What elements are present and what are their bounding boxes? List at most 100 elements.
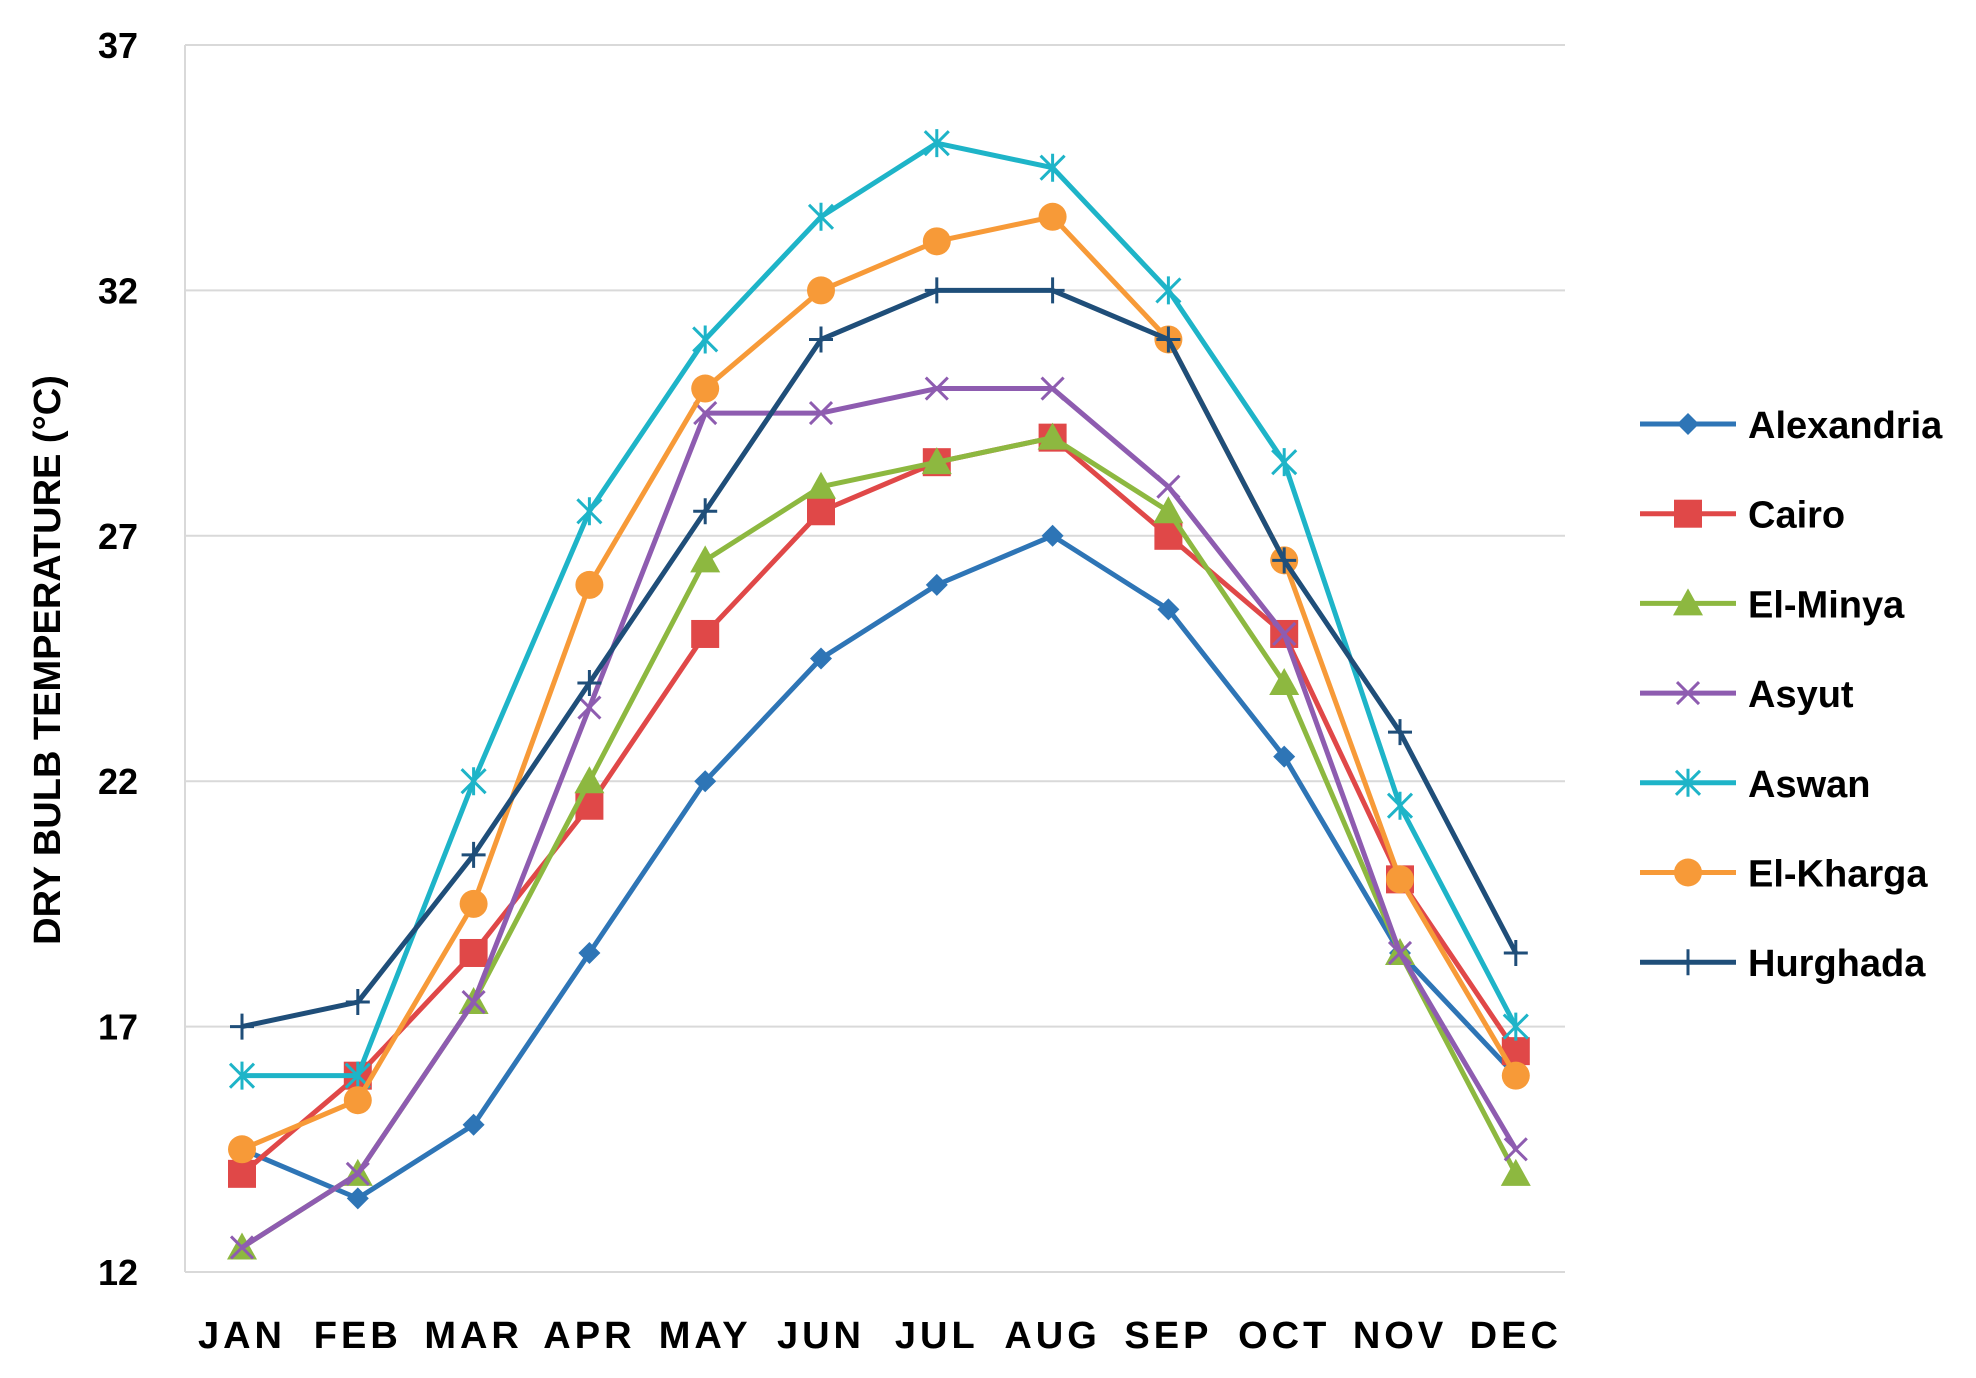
series-hurghada (230, 277, 1528, 1040)
point-hurghada-aug (1040, 277, 1065, 304)
point-hurghada-nov (1388, 719, 1412, 746)
x-tick-label-feb: FEB (314, 1315, 402, 1357)
point-asyut-nov (1387, 940, 1413, 966)
legend-marker-asyut (1675, 681, 1701, 706)
x-axis-tick-labels: JAN FEB MAR APR MAY JUN JUL AUG SEP OCT NOV DEC (198, 1315, 1562, 1357)
series-asyut (229, 376, 1528, 1260)
point-el-minya-jul (921, 447, 952, 475)
point-el-kharga-jan (228, 1135, 256, 1164)
point-el-kharga-may (691, 374, 720, 403)
legend: Alexandria Cairo El-Minya Asyut Aswan El-Khar… (1640, 405, 1943, 985)
line-el-minya (240, 435, 1519, 1250)
legend-marker-cairo (1674, 499, 1702, 528)
legend-marker-aswan (1674, 768, 1702, 797)
point-el-minya-aug (1037, 422, 1068, 450)
x-tick-label-mar: MAR (424, 1315, 523, 1357)
line-alexandria (241, 533, 1518, 1201)
point-el-kharga-dec (1501, 1061, 1530, 1090)
point-alexandria-may (694, 770, 717, 793)
x-tick-label-aug: AUG (1004, 1315, 1100, 1357)
gridlines (185, 44, 1565, 1273)
point-hurghada-jan (230, 1013, 254, 1040)
point-cairo-may (691, 619, 720, 648)
x-tick-label-dec: DEC (1470, 1315, 1562, 1357)
legend-label-el-minya: El-Minya (1748, 584, 1905, 626)
point-asyut-feb (345, 1161, 370, 1186)
line-aswan (242, 140, 1519, 1079)
point-hurghada-jul (924, 277, 949, 304)
point-aswan-dec (1502, 1012, 1529, 1041)
point-aswan-jan (228, 1061, 256, 1090)
point-alexandria-jul (925, 573, 948, 596)
legend-item-asyut: Asyut (1640, 674, 1854, 716)
y-tick-label-22: 22 (98, 761, 138, 802)
point-hurghada-mar (461, 841, 486, 868)
y-axis-title: DRY BULB TEMPERATURE (°C) (27, 375, 69, 945)
point-hurghada-jun (809, 326, 833, 353)
point-el-minya-oct (1269, 668, 1300, 696)
point-aswan-mar (460, 767, 487, 796)
point-aswan-aug (1039, 153, 1066, 182)
point-alexandria-apr (578, 941, 601, 964)
series-lines (227, 129, 1531, 1260)
point-el-kharga-feb (343, 1086, 372, 1115)
line-asyut (240, 386, 1518, 1250)
legend-label-aswan: Aswan (1748, 764, 1870, 806)
point-alexandria-sep (1157, 598, 1180, 621)
point-alexandria-aug (1041, 524, 1064, 547)
x-tick-label-may: MAY (659, 1315, 752, 1357)
point-asyut-oct (1272, 621, 1297, 647)
point-asyut-mar (461, 989, 486, 1015)
x-tick-label-jul: JUL (895, 1315, 979, 1357)
y-tick-label-17: 17 (98, 1007, 138, 1048)
point-asyut-jun (808, 401, 834, 426)
line-cairo (240, 435, 1518, 1176)
line-hurghada (241, 287, 1519, 1030)
legend-item-hurghada: Hurghada (1640, 943, 1926, 985)
series-alexandria (231, 524, 1527, 1210)
point-el-kharga-jul (922, 227, 951, 256)
line-el-kharga (241, 214, 1518, 1152)
point-hurghada-oct (1272, 547, 1297, 574)
legend-label-el-kharga: El-Kharga (1748, 854, 1928, 896)
point-alexandria-feb (346, 1187, 369, 1210)
point-aswan-jun (807, 202, 835, 231)
legend-marker-el-minya (1673, 588, 1703, 616)
series-aswan (228, 129, 1529, 1090)
x-tick-label-oct: OCT (1238, 1315, 1330, 1357)
x-tick-label-sep: SEP (1124, 1315, 1212, 1357)
legend-item-el-kharga: El-Kharga (1640, 854, 1928, 896)
point-hurghada-feb (345, 989, 370, 1016)
point-aswan-nov (1386, 791, 1414, 820)
point-alexandria-jun (810, 647, 832, 670)
y-axis-tick-labels: 12 17 22 27 32 37 (98, 25, 138, 1293)
point-el-minya-jun (806, 471, 836, 499)
point-asyut-apr (577, 695, 602, 720)
point-aswan-sep (1155, 276, 1182, 305)
point-el-kharga-jun (807, 276, 835, 305)
y-tick-label-32: 32 (98, 270, 138, 311)
y-tick-label-37: 37 (98, 25, 138, 66)
legend-marker-hurghada (1676, 949, 1700, 976)
point-hurghada-dec (1503, 939, 1528, 966)
series-el-kharga (228, 202, 1530, 1164)
legend-label-cairo: Cairo (1748, 495, 1845, 537)
point-asyut-jul (924, 376, 949, 401)
point-asyut-jan (229, 1235, 255, 1260)
x-tick-label-apr: APR (543, 1315, 635, 1357)
legend-item-alexandria: Alexandria (1640, 405, 1943, 447)
legend-item-aswan: Aswan (1640, 764, 1870, 806)
point-hurghada-sep (1156, 326, 1181, 353)
point-cairo-jun (807, 497, 835, 526)
point-el-minya-apr (574, 766, 605, 794)
point-alexandria-oct (1273, 745, 1296, 768)
point-aswan-jul (923, 129, 950, 158)
legend-item-cairo: Cairo (1640, 495, 1845, 537)
point-asyut-dec (1503, 1137, 1528, 1162)
y-tick-label-27: 27 (98, 516, 138, 557)
point-hurghada-apr (577, 670, 602, 697)
x-tick-label-nov: NOV (1353, 1315, 1447, 1357)
legend-label-hurghada: Hurghada (1748, 943, 1926, 985)
point-hurghada-may (693, 498, 718, 525)
